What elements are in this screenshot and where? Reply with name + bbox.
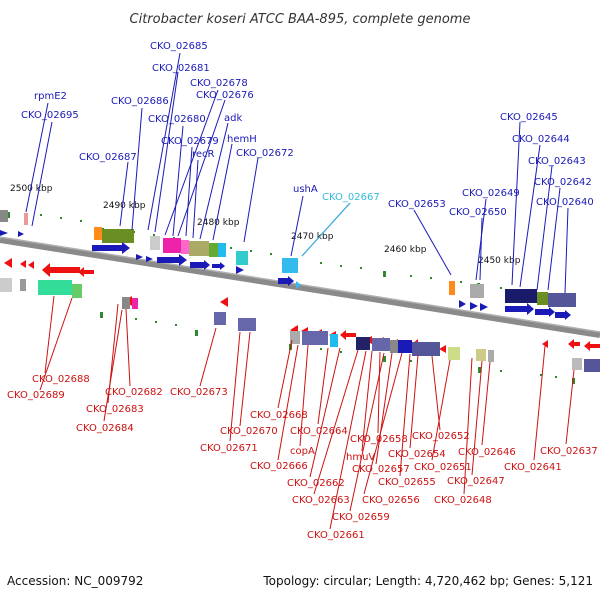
topology-text: Topology: circular; Length: 4,720,462 bp… [262,574,593,588]
label-CKO_02637[interactable]: CKO_02637 [540,446,598,457]
genome-backbone [0,237,600,338]
label-CKO_02671[interactable]: CKO_02671 [200,443,258,454]
label-adk[interactable]: adk [224,113,242,124]
reverse-features [0,258,600,372]
label-recR[interactable]: recR [192,149,215,160]
label-CKO_02673[interactable]: CKO_02673 [170,387,228,398]
label-CKO_02687[interactable]: CKO_02687 [79,152,137,163]
label-CKO_02689[interactable]: CKO_02689 [7,390,65,401]
label-CKO_02670[interactable]: CKO_02670 [220,426,278,437]
label-CKO_02684[interactable]: CKO_02684 [76,423,134,434]
tick-label-2460: 2460 kbp [384,245,427,255]
label-CKO_02648[interactable]: CKO_02648 [434,495,492,506]
label-CKO_02667[interactable]: CKO_02667 [322,192,380,203]
tick-label-2500: 2500 kbp [10,184,53,194]
label-CKO_02652[interactable]: CKO_02652 [412,431,470,442]
label-CKO_02683[interactable]: CKO_02683 [86,404,144,415]
label-CKO_02664[interactable]: CKO_02664 [290,426,348,437]
label-CKO_02685[interactable]: CKO_02685 [150,41,208,52]
label-CKO_02658[interactable]: CKO_02658 [350,434,408,445]
label-CKO_02654[interactable]: CKO_02654 [388,449,446,460]
ushA-cyan-line [301,202,351,257]
label-CKO_02640[interactable]: CKO_02640 [536,197,594,208]
label-CKO_02662[interactable]: CKO_02662 [287,478,345,489]
label-CKO_02653[interactable]: CKO_02653 [388,199,446,210]
label-CKO_02650[interactable]: CKO_02650 [449,207,507,218]
label-CKO_02645[interactable]: CKO_02645 [500,112,558,123]
top-leader-lines [25,52,569,294]
label-CKO_02646[interactable]: CKO_02646 [458,447,516,458]
label-CKO_02657[interactable]: CKO_02657 [352,464,410,475]
label-CKO_02661[interactable]: CKO_02661 [307,530,365,541]
label-CKO_02680[interactable]: CKO_02680 [148,114,206,125]
label-CKO_02679[interactable]: CKO_02679 [161,136,219,147]
label-rpmE2[interactable]: rpmE2 [34,91,67,102]
accession-text: Accession: NC_009792 [7,574,143,588]
label-CKO_02647[interactable]: CKO_02647 [447,476,505,487]
label-CKO_02663[interactable]: CKO_02663 [292,495,350,506]
label-CKO_02686[interactable]: CKO_02686 [111,96,169,107]
map-title: Citrobacter koseri ATCC BAA-895, complet… [130,12,471,27]
label-CKO_02659[interactable]: CKO_02659 [332,512,390,523]
tick-label-2470: 2470 kbp [291,232,334,242]
label-CKO_02651[interactable]: CKO_02651 [414,462,472,473]
label-CKO_02682[interactable]: CKO_02682 [105,387,163,398]
label-CKO_02668[interactable]: CKO_02668 [250,410,308,421]
bottom-leader-lines [39,295,575,530]
label-hmuV[interactable]: hmuV [346,452,375,463]
label-CKO_02656[interactable]: CKO_02656 [362,495,420,506]
label-CKO_02678[interactable]: CKO_02678 [190,78,248,89]
label-CKO_02695[interactable]: CKO_02695 [21,110,79,121]
label-ushA[interactable]: ushA [293,184,318,195]
tick-label-2490: 2490 kbp [103,201,146,211]
label-hemH[interactable]: hemH [227,134,257,145]
label-CKO_02641[interactable]: CKO_02641 [504,462,562,473]
label-CKO_02643[interactable]: CKO_02643 [528,156,586,167]
label-CKO_02655[interactable]: CKO_02655 [378,477,436,488]
label-CKO_02676[interactable]: CKO_02676 [196,90,254,101]
label-CKO_02642[interactable]: CKO_02642 [534,177,592,188]
forward-features [0,210,576,320]
label-CKO_02649[interactable]: CKO_02649 [462,188,520,199]
label-CKO_02644[interactable]: CKO_02644 [512,134,570,145]
label-CKO_02672[interactable]: CKO_02672 [236,148,294,159]
label-CKO_02666[interactable]: CKO_02666 [250,461,308,472]
tick-label-2480: 2480 kbp [197,218,240,228]
label-copA[interactable]: copA [290,446,315,457]
label-CKO_02688[interactable]: CKO_02688 [32,374,90,385]
tick-label-2450: 2450 kbp [478,256,521,266]
label-CKO_02681[interactable]: CKO_02681 [152,63,210,74]
